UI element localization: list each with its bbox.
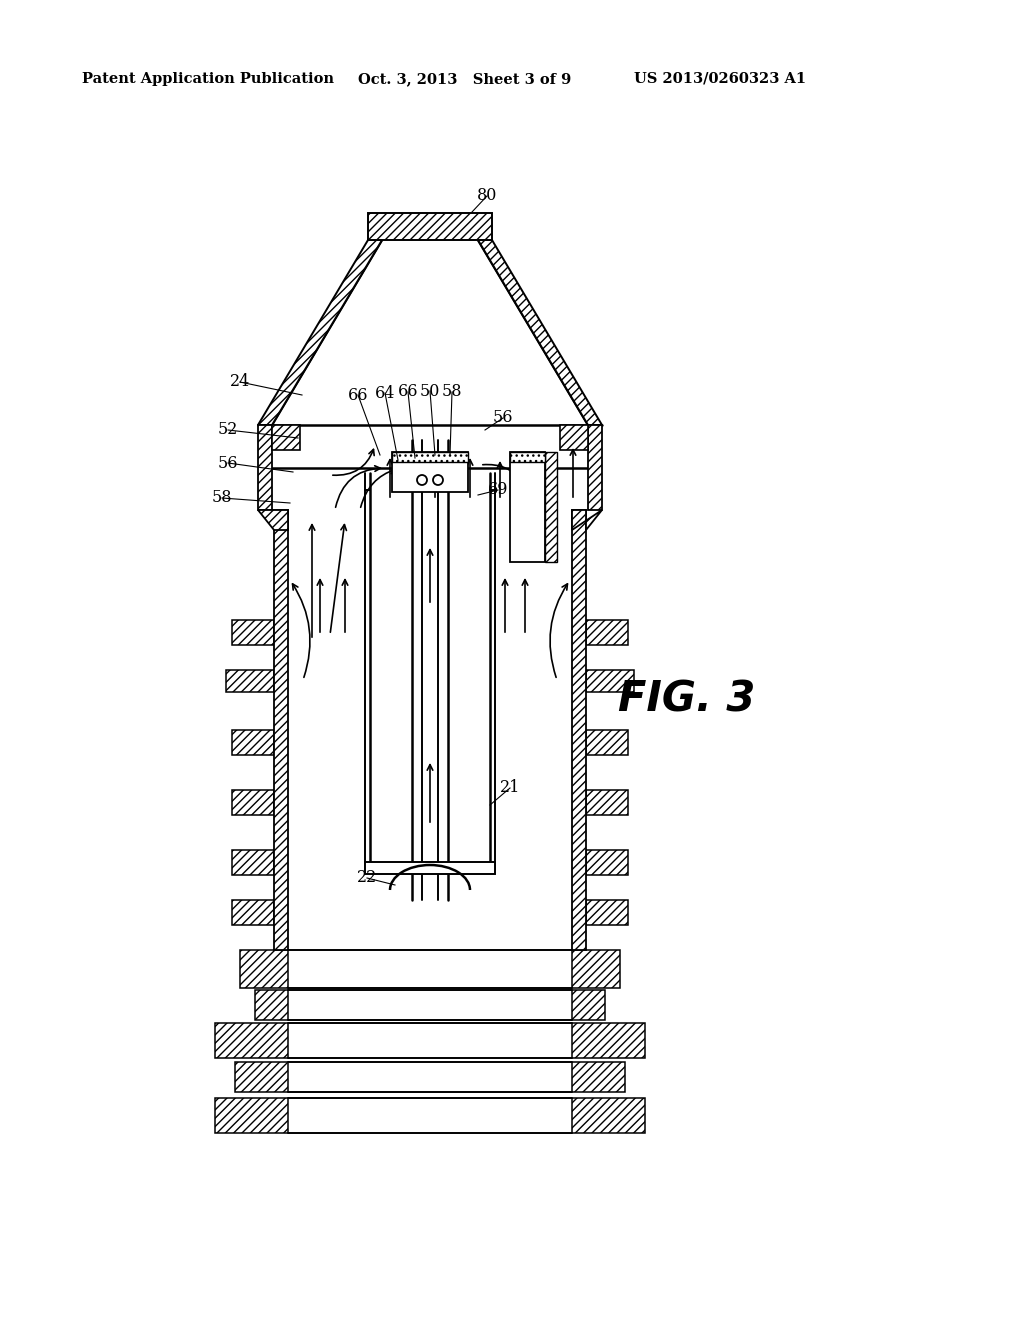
Polygon shape bbox=[560, 425, 588, 450]
Bar bbox=[586, 671, 634, 692]
Bar bbox=[545, 451, 557, 562]
Text: Oct. 3, 2013   Sheet 3 of 9: Oct. 3, 2013 Sheet 3 of 9 bbox=[358, 73, 571, 86]
Polygon shape bbox=[572, 1023, 645, 1059]
Bar bbox=[232, 850, 274, 875]
Polygon shape bbox=[240, 950, 288, 987]
Text: 50: 50 bbox=[420, 383, 440, 400]
Bar bbox=[586, 900, 628, 925]
Polygon shape bbox=[234, 1063, 288, 1092]
Bar bbox=[510, 451, 545, 562]
Text: 52: 52 bbox=[218, 421, 239, 438]
Text: Patent Application Publication: Patent Application Publication bbox=[82, 73, 334, 86]
Text: 21: 21 bbox=[500, 780, 520, 796]
Polygon shape bbox=[258, 510, 288, 531]
Text: 66: 66 bbox=[397, 384, 418, 400]
Polygon shape bbox=[255, 990, 288, 1020]
Polygon shape bbox=[572, 1063, 625, 1092]
Polygon shape bbox=[572, 990, 605, 1020]
Polygon shape bbox=[368, 213, 492, 240]
Bar bbox=[232, 730, 274, 755]
Circle shape bbox=[433, 475, 443, 484]
Bar bbox=[232, 620, 274, 645]
Bar bbox=[586, 620, 628, 645]
Bar bbox=[226, 671, 274, 692]
Circle shape bbox=[417, 475, 427, 484]
Bar bbox=[365, 862, 495, 874]
Polygon shape bbox=[274, 510, 288, 950]
Bar bbox=[586, 789, 628, 814]
Polygon shape bbox=[272, 425, 300, 450]
Text: US 2013/0260323 A1: US 2013/0260323 A1 bbox=[634, 73, 806, 86]
Text: 58: 58 bbox=[441, 384, 462, 400]
Bar bbox=[392, 451, 468, 492]
Polygon shape bbox=[588, 425, 602, 510]
Polygon shape bbox=[215, 1023, 288, 1059]
Text: 24: 24 bbox=[229, 374, 250, 391]
Text: 22: 22 bbox=[357, 870, 377, 887]
Bar bbox=[510, 451, 545, 462]
Polygon shape bbox=[572, 510, 602, 531]
Text: 56: 56 bbox=[493, 409, 513, 426]
Text: FIG. 3: FIG. 3 bbox=[618, 678, 756, 721]
Text: 64: 64 bbox=[375, 384, 395, 401]
Bar bbox=[232, 900, 274, 925]
Bar bbox=[392, 451, 468, 462]
Text: 69: 69 bbox=[487, 482, 508, 499]
Polygon shape bbox=[258, 425, 272, 510]
Polygon shape bbox=[478, 240, 602, 425]
Bar bbox=[232, 789, 274, 814]
Text: 58: 58 bbox=[212, 490, 232, 507]
Polygon shape bbox=[572, 1098, 645, 1133]
Text: 80: 80 bbox=[477, 187, 498, 205]
Text: 56: 56 bbox=[218, 454, 239, 471]
Polygon shape bbox=[258, 240, 382, 425]
Polygon shape bbox=[572, 510, 586, 950]
Text: 66: 66 bbox=[348, 387, 369, 404]
Bar bbox=[586, 730, 628, 755]
Polygon shape bbox=[215, 1098, 288, 1133]
Polygon shape bbox=[572, 950, 620, 987]
Bar bbox=[586, 850, 628, 875]
